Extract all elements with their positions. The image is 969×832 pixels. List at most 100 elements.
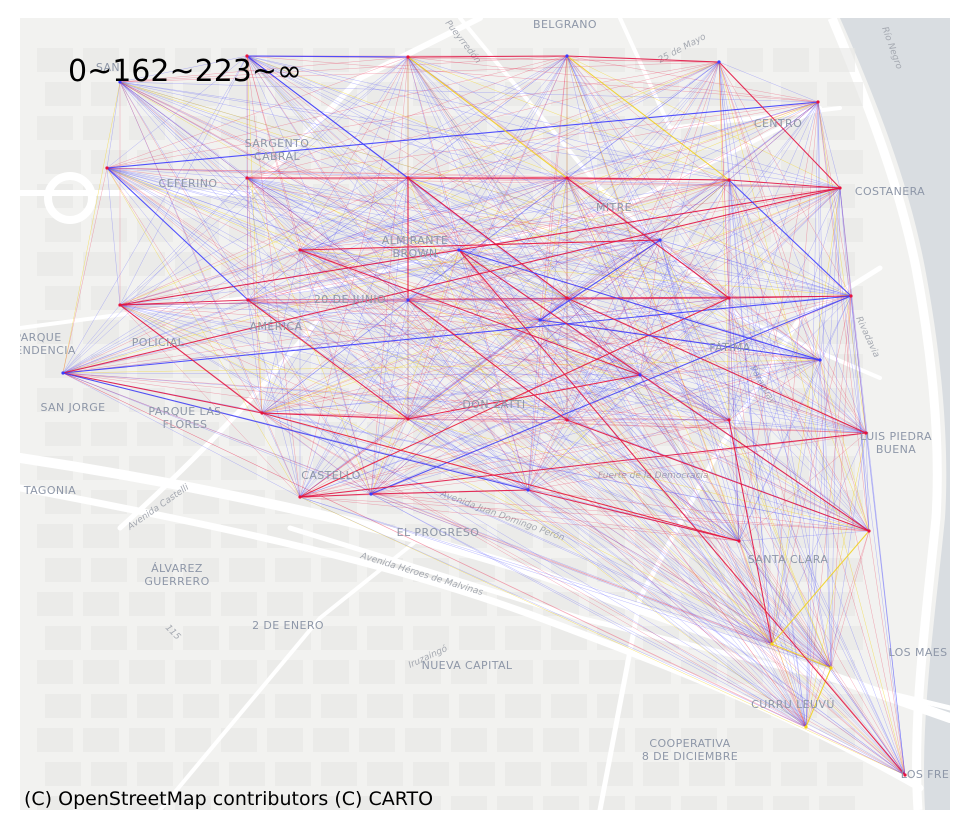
network-edge xyxy=(261,319,541,414)
network-edge xyxy=(639,374,730,421)
network-edge xyxy=(458,249,568,299)
network-edge xyxy=(566,177,661,241)
city-block xyxy=(359,592,396,616)
network-edge xyxy=(299,249,409,301)
network-edge xyxy=(718,61,852,297)
network-edge xyxy=(728,297,807,728)
network-edge xyxy=(370,177,568,495)
network-edge xyxy=(299,374,641,498)
network-edge xyxy=(839,187,852,297)
city-block xyxy=(727,456,764,480)
network-edge xyxy=(119,81,460,251)
network-node xyxy=(717,60,721,64)
city-block xyxy=(137,422,174,446)
network-edge xyxy=(119,297,730,306)
network-edge xyxy=(458,249,852,297)
network-edge xyxy=(639,374,773,645)
network-edge xyxy=(566,55,661,241)
network-edge xyxy=(659,239,773,645)
network-edge xyxy=(246,177,529,491)
network-edge xyxy=(407,177,568,301)
city-block xyxy=(727,592,764,616)
network-edge-strong xyxy=(62,295,852,374)
network-edge xyxy=(738,530,870,542)
city-block xyxy=(781,762,818,786)
network-edge xyxy=(527,101,819,491)
map-attribution: (C) OpenStreetMap contributors (C) CARTO xyxy=(24,788,434,810)
network-edge xyxy=(458,249,740,542)
network-edge xyxy=(728,297,832,669)
network-edge xyxy=(738,540,807,728)
network-edge xyxy=(407,177,841,189)
network-edge xyxy=(119,81,870,532)
network-edge xyxy=(659,61,720,241)
network-edge xyxy=(106,167,460,251)
network-edge xyxy=(299,187,841,498)
network-node xyxy=(565,296,569,300)
network-edge xyxy=(407,179,730,301)
city-block xyxy=(459,82,496,106)
network-edge-strong xyxy=(566,177,730,299)
network-edge xyxy=(246,177,249,301)
city-block xyxy=(819,796,856,810)
network-edge xyxy=(407,101,819,420)
network-edge xyxy=(407,177,460,251)
network-edge xyxy=(458,249,832,669)
network-edge xyxy=(119,239,661,306)
network-edge xyxy=(639,374,807,728)
city-block xyxy=(451,796,488,810)
network-edge xyxy=(119,304,807,728)
network-edge-strong xyxy=(370,295,852,495)
city-block xyxy=(137,694,174,718)
network-edge xyxy=(246,55,641,376)
network-edge xyxy=(246,55,661,241)
network-edge xyxy=(119,81,906,776)
network-edge xyxy=(370,239,661,495)
network-edge xyxy=(119,55,248,306)
network-edge xyxy=(119,179,730,306)
place-label-cooperativa: COOPERATIVA 8 DE DICIEMBRE xyxy=(642,737,738,763)
network-edge-strong xyxy=(261,412,409,420)
network-edge xyxy=(247,299,740,542)
city-block xyxy=(37,48,74,72)
network-edge xyxy=(299,249,867,434)
city-block xyxy=(689,762,726,786)
network-node xyxy=(864,431,868,435)
network-edge xyxy=(246,55,301,498)
network-edge xyxy=(407,177,641,376)
network-edge xyxy=(106,167,906,776)
network-edge xyxy=(119,61,720,306)
network-edge xyxy=(119,177,568,306)
place-label-centro: CENTRO xyxy=(754,117,802,130)
network-node xyxy=(245,176,249,180)
network-node xyxy=(804,725,808,729)
network-edge xyxy=(62,372,641,376)
network-edge xyxy=(247,299,906,776)
network-edge xyxy=(106,167,568,421)
network-edge xyxy=(407,56,529,491)
network-edge xyxy=(246,177,263,414)
network-edge xyxy=(119,81,740,542)
network-edge xyxy=(299,249,460,498)
network-edge xyxy=(817,101,906,776)
map-canvas[interactable]: Pueyrredón 25 de Mayo Avenida Castelli A… xyxy=(20,18,950,810)
network-edge xyxy=(106,167,773,645)
network-edge xyxy=(299,249,832,669)
network-edge xyxy=(261,295,852,414)
network-edge xyxy=(62,177,568,374)
network-edge xyxy=(850,295,870,532)
network-edge xyxy=(370,493,906,776)
network-edge xyxy=(299,249,409,420)
network-edge xyxy=(299,179,730,251)
city-block xyxy=(359,116,396,140)
network-edge xyxy=(299,299,409,498)
city-block xyxy=(459,422,496,446)
city-block xyxy=(819,524,856,548)
place-label-los-maes: LOS MAES xyxy=(888,646,947,659)
network-edge xyxy=(62,55,248,374)
network-edge xyxy=(62,177,409,374)
city-block xyxy=(589,456,626,480)
network-edge-strong xyxy=(566,419,870,532)
network-edge xyxy=(246,55,568,179)
network-edge xyxy=(566,177,730,421)
